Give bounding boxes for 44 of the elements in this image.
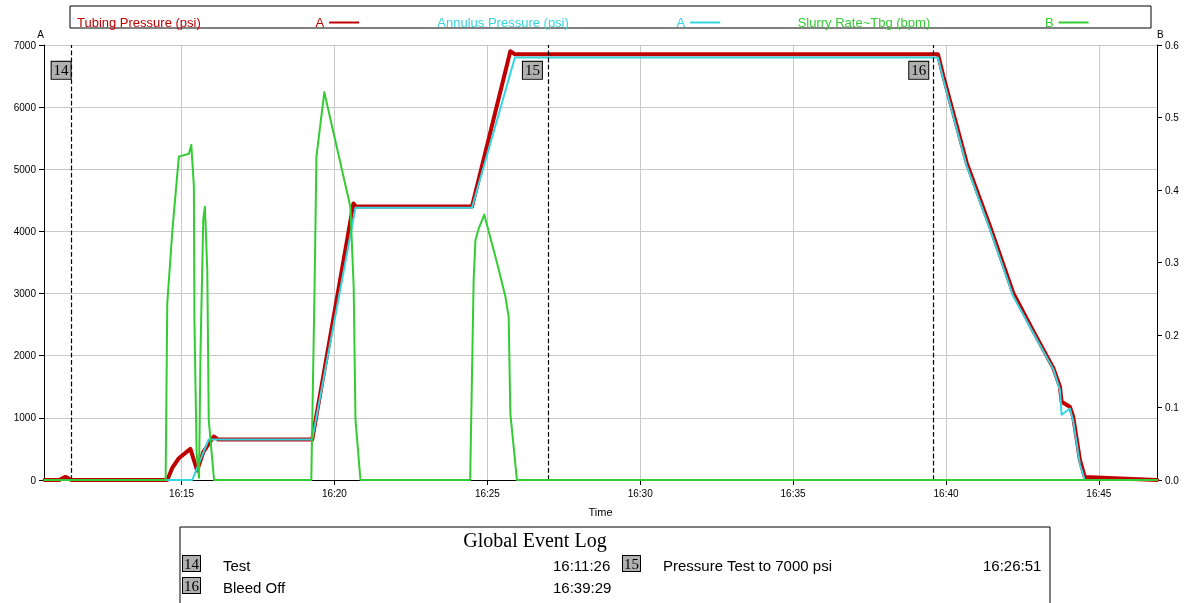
x-tick-label: 16:35: [780, 487, 806, 499]
annotation: 15: [524, 62, 540, 79]
y-axis-title: A: [37, 28, 45, 40]
x-axis-title: Time: [588, 505, 613, 518]
text: Global Event Log: [463, 529, 607, 552]
y2-axis-title: B: [1157, 28, 1164, 40]
text: Tubing Pressure (psi): [76, 15, 201, 30]
y2-tick-label: 0.1: [1165, 402, 1180, 413]
annotation: 14: [53, 62, 70, 79]
text: A: [676, 15, 686, 30]
y2-tick-label: 0.4: [1165, 184, 1180, 196]
y-tick-label: 3000: [13, 288, 37, 300]
y-tick-label: 4000: [13, 225, 37, 237]
text: 16: [184, 577, 199, 594]
y2-tick-label: 0.5: [1165, 112, 1180, 123]
y-tick-label: 1000: [13, 412, 37, 424]
text: 16:11:26: [553, 557, 611, 574]
y-tick-label: 0: [30, 474, 37, 486]
x-tick-label: 16:15: [169, 487, 195, 499]
y-tick-label: 2000: [13, 350, 37, 362]
text: Slurry Rate~Tbg (bpm): [797, 15, 931, 30]
x-tick-label: 16:40: [933, 487, 959, 499]
x-tick-label: 16:20: [321, 487, 348, 499]
text: 15: [624, 555, 639, 572]
y2-tick-label: 0.2: [1165, 329, 1180, 341]
text: B: [1044, 15, 1054, 30]
text: Test: [223, 557, 252, 574]
y-tick-label: 5000: [13, 163, 37, 175]
text: 16:39:29: [553, 579, 612, 596]
x-tick-label: 16:25: [474, 487, 501, 499]
y2-tick-label: 0.0: [1165, 474, 1180, 486]
y2-tick-label: 0.3: [1165, 257, 1180, 268]
y-tick-label: 7000: [13, 39, 37, 51]
text: Pressure Test to 7000 psi: [663, 557, 832, 574]
x-tick-label: 16:30: [627, 487, 654, 499]
text: 14: [184, 555, 199, 572]
annotation: 16: [911, 62, 927, 79]
y2-tick-label: 0.6: [1165, 39, 1180, 51]
text: Annulus Pressure (psi): [437, 15, 569, 30]
text: Bleed Off: [223, 579, 287, 596]
text: 16:26:51: [983, 557, 1042, 574]
text: A: [315, 15, 325, 30]
y-tick-label: 6000: [13, 101, 37, 113]
x-tick-label: 16:45: [1086, 487, 1112, 499]
